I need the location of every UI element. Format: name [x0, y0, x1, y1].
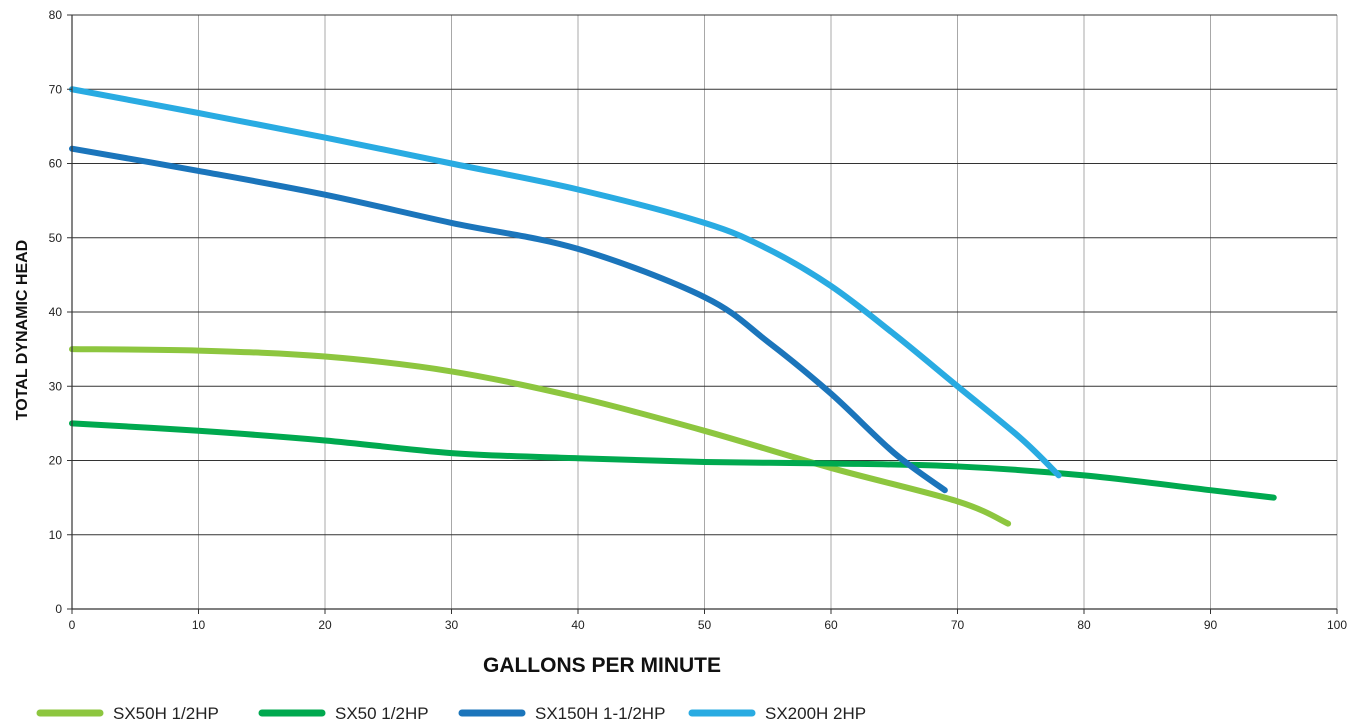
x-axis-title: GALLONS PER MINUTE: [483, 654, 721, 677]
x-tick-labels: 0 10 20 30 40 50 60 70 80 90 100: [69, 609, 1347, 632]
legend: SX50H 1/2HP SX50 1/2HP SX150H 1-1/2HP SX200…: [36, 704, 866, 723]
legend-label: SX50 1/2HP: [335, 704, 429, 723]
x-tick-label: 50: [698, 618, 712, 632]
y-tick-label: 20: [49, 454, 63, 468]
legend-item-sx50-1-2hp: SX50 1/2HP: [258, 704, 429, 723]
y-tick-labels: 0 10 20 30 40 50 60 70 80: [49, 8, 72, 616]
x-tick-label: 80: [1077, 618, 1091, 632]
series-line-sx50-1-2hp: [69, 420, 1277, 501]
y-tick-label: 60: [49, 157, 63, 171]
x-tick-label: 0: [69, 618, 76, 632]
legend-item-sx150h-1-1-2hp: SX150H 1-1/2HP: [458, 704, 665, 723]
series-line-sx150h-1-1-2hp: [69, 145, 948, 494]
x-tick-label: 60: [824, 618, 838, 632]
legend-item-sx200h-2hp: SX200H 2HP: [688, 704, 866, 723]
y-axis-title: TOTAL DYNAMIC HEAD: [14, 240, 31, 420]
y-tick-label: 40: [49, 305, 63, 319]
series-line-sx50h-1-2hp: [69, 346, 1012, 527]
legend-label: SX150H 1-1/2HP: [535, 704, 665, 723]
x-tick-label: 100: [1327, 618, 1347, 632]
y-tick-label: 0: [55, 602, 62, 616]
x-tick-label: 20: [318, 618, 332, 632]
legend-item-sx50h-1-2hp: SX50H 1/2HP: [36, 704, 219, 723]
y-tick-label: 10: [49, 528, 63, 542]
legend-label: SX50H 1/2HP: [113, 704, 219, 723]
y-tick-label: 30: [49, 379, 63, 393]
legend-label: SX200H 2HP: [765, 704, 866, 723]
x-tick-label: 70: [951, 618, 965, 632]
x-tick-label: 30: [445, 618, 459, 632]
series-line-sx200h-2hp: [69, 86, 1062, 479]
x-tick-label: 10: [192, 618, 206, 632]
x-tick-label: 40: [571, 618, 585, 632]
grid-lines: [72, 14, 1338, 609]
y-tick-label: 80: [49, 8, 63, 22]
y-tick-label: 70: [49, 82, 63, 96]
series-lines: [69, 86, 1277, 527]
y-tick-label: 50: [49, 231, 63, 245]
x-tick-label: 90: [1204, 618, 1218, 632]
